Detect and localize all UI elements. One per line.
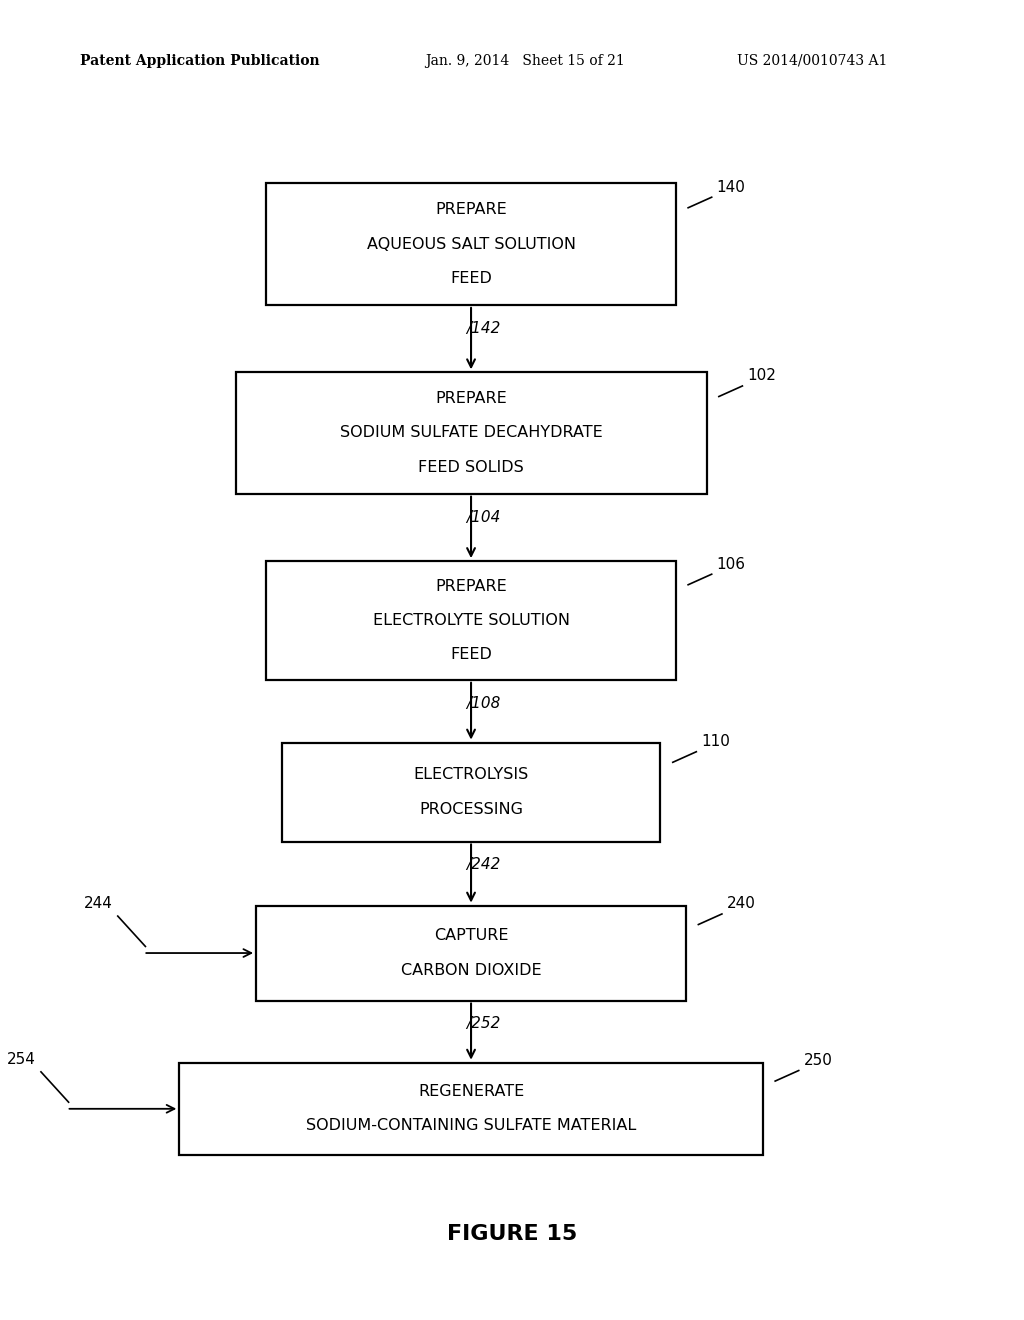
- Text: PREPARE: PREPARE: [435, 202, 507, 218]
- Text: FEED SOLIDS: FEED SOLIDS: [418, 459, 524, 475]
- Text: SODIUM SULFATE DECAHYDRATE: SODIUM SULFATE DECAHYDRATE: [340, 425, 602, 441]
- Bar: [266, 183, 676, 305]
- Text: US 2014/0010743 A1: US 2014/0010743 A1: [737, 54, 888, 67]
- Text: FEED: FEED: [451, 271, 492, 286]
- Text: CARBON DIOXIDE: CARBON DIOXIDE: [400, 962, 542, 978]
- Text: AQUEOUS SALT SOLUTION: AQUEOUS SALT SOLUTION: [367, 236, 575, 252]
- Text: FIGURE 15: FIGURE 15: [446, 1224, 578, 1245]
- Text: 140: 140: [717, 180, 745, 194]
- Text: 110: 110: [701, 734, 730, 748]
- Text: /252: /252: [466, 1016, 501, 1031]
- Text: ELECTROLYSIS: ELECTROLYSIS: [414, 767, 528, 783]
- Text: PREPARE: PREPARE: [435, 391, 507, 407]
- Text: ELECTROLYTE SOLUTION: ELECTROLYTE SOLUTION: [373, 612, 569, 628]
- Text: /142: /142: [466, 321, 501, 335]
- Text: PROCESSING: PROCESSING: [419, 801, 523, 817]
- Text: REGENERATE: REGENERATE: [418, 1084, 524, 1100]
- Bar: [236, 372, 707, 494]
- Bar: [266, 561, 676, 680]
- Text: /108: /108: [466, 696, 501, 710]
- Text: 250: 250: [804, 1053, 833, 1068]
- Bar: [282, 742, 660, 842]
- Bar: [256, 906, 686, 1001]
- Text: /104: /104: [466, 510, 501, 524]
- Text: Jan. 9, 2014   Sheet 15 of 21: Jan. 9, 2014 Sheet 15 of 21: [425, 54, 625, 67]
- Text: 102: 102: [748, 368, 776, 383]
- Text: SODIUM-CONTAINING SULFATE MATERIAL: SODIUM-CONTAINING SULFATE MATERIAL: [306, 1118, 636, 1134]
- Text: CAPTURE: CAPTURE: [434, 928, 508, 944]
- Text: 106: 106: [717, 557, 745, 572]
- Text: PREPARE: PREPARE: [435, 578, 507, 594]
- Text: 254: 254: [7, 1052, 36, 1067]
- Bar: [179, 1063, 763, 1155]
- Text: FEED: FEED: [451, 647, 492, 663]
- Text: Patent Application Publication: Patent Application Publication: [80, 54, 319, 67]
- Text: 244: 244: [84, 896, 113, 911]
- Text: /242: /242: [466, 858, 501, 873]
- Text: 240: 240: [727, 896, 756, 911]
